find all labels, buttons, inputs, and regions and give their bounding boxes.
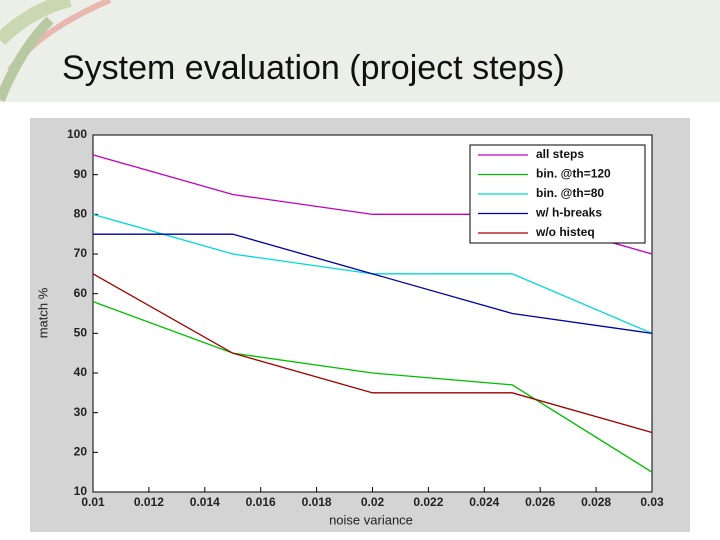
y-tick-label: 10 [74, 484, 88, 498]
legend-label: all steps [536, 147, 584, 161]
x-tick-label: 0.012 [134, 495, 164, 509]
x-tick-label: 0.01 [81, 495, 105, 509]
x-tick-label: 0.03 [640, 495, 664, 509]
legend-label: bin. @th=80 [536, 186, 604, 200]
y-tick-label: 30 [74, 405, 88, 419]
series-line [92, 273, 653, 434]
legend-label: bin. @th=120 [536, 167, 611, 181]
y-tick-label: 60 [74, 286, 88, 300]
y-tick-label: 100 [67, 127, 87, 141]
y-tick-label: 80 [74, 207, 88, 221]
y-tick-label: 70 [74, 246, 88, 260]
decoration [0, 16, 54, 102]
x-tick-label: 0.026 [525, 495, 555, 509]
y-tick-label: 50 [74, 326, 88, 340]
decoration [0, 0, 72, 46]
x-tick-label: 0.02 [361, 495, 385, 509]
y-tick-label: 40 [74, 365, 88, 379]
marks: 10 20 30 40 50 60 70 80 90 100 0.01 0.012 0.014 0.016… [67, 127, 664, 509]
series-line [93, 233, 653, 334]
y-tick-label: 90 [74, 167, 88, 181]
x-tick-label: 0.014 [190, 495, 220, 509]
x-tick-label: 0.024 [469, 495, 499, 509]
x-tick-label: 0.028 [581, 495, 611, 509]
slide-title: System evaluation (project steps) [62, 49, 565, 87]
x-tick-label: 0.016 [246, 495, 276, 509]
x-tick-label: 0.022 [413, 495, 443, 509]
title-band [0, 0, 720, 102]
x-tick-label: 0.018 [302, 495, 332, 509]
legend-label: w/o histeq [535, 225, 595, 239]
y-axis-label: match % [35, 287, 50, 338]
legend-label: w/ h-breaks [535, 206, 602, 220]
series-line [92, 300, 653, 473]
y-tick-label: 20 [74, 445, 88, 459]
x-axis-label: noise variance [329, 512, 413, 527]
